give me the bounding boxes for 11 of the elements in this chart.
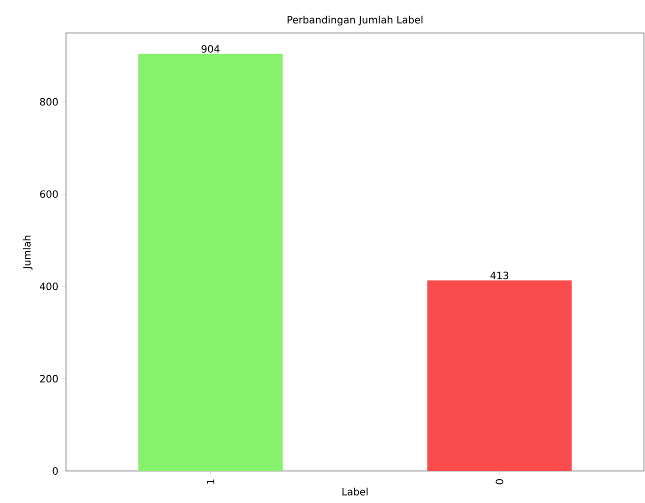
y-tick-label: 400 bbox=[40, 282, 58, 290]
chart-title: Perbandingan Jumlah Label bbox=[288, 16, 422, 26]
y-tick-label: 800 bbox=[40, 98, 58, 106]
y-tick-label: 200 bbox=[40, 374, 58, 382]
data-label: 413 bbox=[490, 272, 508, 280]
data-label: 904 bbox=[202, 45, 220, 53]
y-axis-title: Jumlah bbox=[22, 236, 33, 270]
y-tick-label: 600 bbox=[40, 190, 58, 198]
y-tick-label: 0 bbox=[52, 467, 58, 475]
x-tick-label: 1 bbox=[206, 479, 214, 484]
x-axis-title: Label bbox=[342, 488, 368, 496]
